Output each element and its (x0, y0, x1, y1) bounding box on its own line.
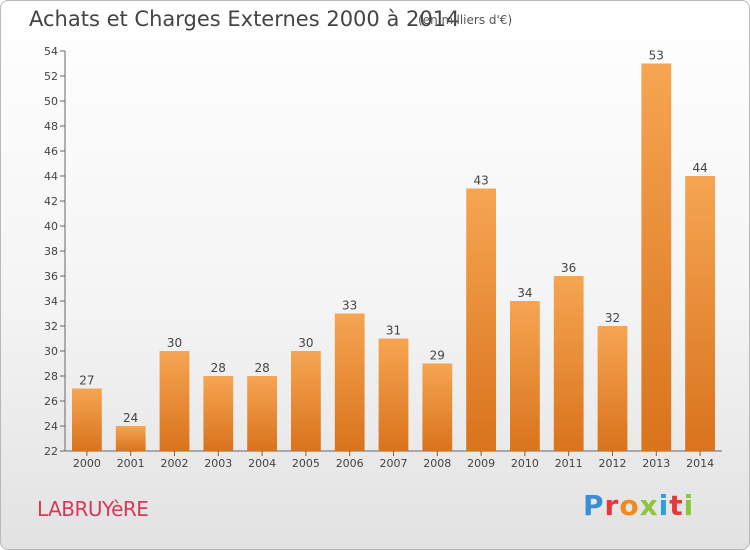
bar (247, 376, 277, 451)
bar (641, 63, 672, 451)
y-tick-label: 26 (44, 395, 58, 408)
logo-letter: r (604, 489, 620, 522)
y-tick-label: 34 (44, 295, 58, 308)
x-axis: 2000 2001 2002 2003 2004 2005 2006 2007 2008 2009… (65, 450, 722, 470)
y-tick-label: 54 (44, 45, 58, 58)
bar (72, 388, 102, 451)
bar (378, 338, 409, 451)
y-axis: 22 24 26 28 30 32 34 36 38 40 42 44 46 48 50 52 54 (44, 45, 66, 458)
bar (685, 176, 715, 451)
bar (597, 326, 628, 451)
bar-value-label: 24 (123, 411, 138, 425)
x-tick-label: 2012 (599, 457, 627, 470)
logo-letter: i (683, 489, 695, 522)
y-tick-label: 22 (44, 445, 58, 458)
bar-value-label: 33 (342, 299, 357, 313)
bar-value-label: 27 (79, 374, 94, 388)
bar-value-label: 32 (605, 311, 620, 325)
y-tick-label: 32 (44, 320, 58, 333)
logo-letter: t (669, 489, 684, 522)
x-tick-label: 2004 (248, 457, 276, 470)
bar-value-label: 29 (430, 349, 445, 363)
y-tick-label: 50 (44, 95, 58, 108)
bar (422, 363, 453, 451)
y-tick-label: 44 (44, 170, 58, 183)
bar (553, 276, 584, 451)
y-tick-label: 52 (44, 70, 58, 83)
x-tick-label: 2005 (292, 457, 320, 470)
bar (510, 301, 540, 451)
bar-value-label: 28 (211, 361, 226, 375)
chart-subtitle: (en milliers d'€) (418, 13, 513, 27)
bar-value-label: 44 (692, 161, 707, 175)
y-tick-label: 40 (44, 220, 58, 233)
bar-value-label: 28 (254, 361, 269, 375)
y-tick-label: 46 (44, 145, 58, 158)
x-tick-label: 2014 (686, 457, 714, 470)
bar-value-label: 34 (517, 286, 532, 300)
bar (115, 426, 146, 451)
x-tick-label: 2001 (117, 457, 145, 470)
logo-letter: o (619, 489, 640, 522)
x-tick-label: 2000 (73, 457, 101, 470)
logo-letter: P (583, 489, 605, 522)
bar-value-label: 36 (561, 261, 576, 275)
bar-value-label: 43 (473, 174, 488, 188)
x-tick-label: 2008 (423, 457, 451, 470)
bar (466, 188, 496, 451)
y-tick-label: 38 (44, 245, 58, 258)
bar-value-label: 30 (167, 336, 182, 350)
y-tick-label: 42 (44, 195, 58, 208)
commune-name: LABRUYèRE (37, 497, 149, 521)
y-tick-label: 48 (44, 120, 58, 133)
x-tick-label: 2006 (336, 457, 364, 470)
proxiti-logo[interactable]: Proxiti (583, 489, 694, 522)
y-tick-label: 28 (44, 370, 58, 383)
bar (159, 351, 190, 451)
bar (203, 376, 234, 451)
x-tick-label: 2013 (642, 457, 670, 470)
y-tick-label: 30 (44, 345, 58, 358)
x-tick-label: 2007 (380, 457, 408, 470)
bar (291, 351, 321, 451)
bar-value-label: 53 (649, 49, 664, 63)
bar (334, 313, 365, 451)
logo-letter: i (658, 489, 670, 522)
y-tick-label: 24 (44, 420, 58, 433)
chart-title: Achats et Charges Externes 2000 à 2014 (29, 7, 460, 31)
x-tick-label: 2003 (204, 457, 232, 470)
y-tick-label: 36 (44, 270, 58, 283)
bars: 27 24 30 28 28 30 33 31 29 43 34 36 32 53 44 (72, 49, 715, 451)
x-tick-label: 2009 (467, 457, 495, 470)
x-tick-label: 2011 (555, 457, 583, 470)
bar-value-label: 31 (386, 324, 401, 338)
x-tick-label: 2002 (161, 457, 189, 470)
x-tick-label: 2010 (511, 457, 539, 470)
bar-value-label: 30 (298, 336, 313, 350)
logo-letter: x (639, 489, 659, 522)
